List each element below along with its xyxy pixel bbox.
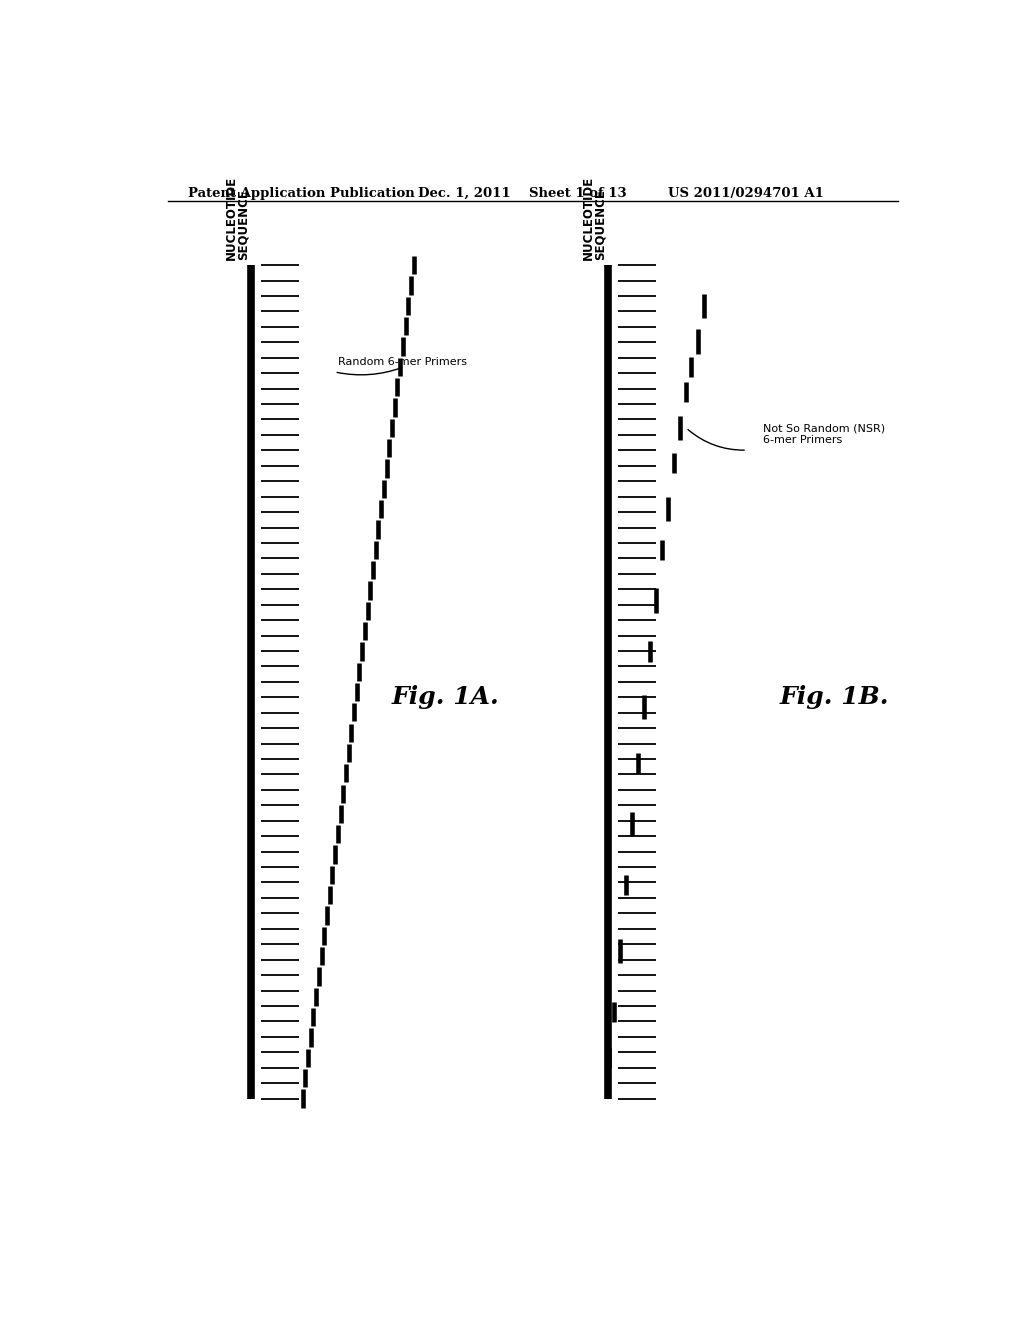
Text: Random 6-mer Primers: Random 6-mer Primers [338, 356, 467, 367]
Text: Fig. 1A.: Fig. 1A. [391, 685, 500, 709]
Text: US 2011/0294701 A1: US 2011/0294701 A1 [668, 187, 823, 199]
Text: Sheet 1 of 13: Sheet 1 of 13 [528, 187, 627, 199]
Text: SEQUENCE: SEQUENCE [594, 189, 606, 260]
Text: Patent Application Publication: Patent Application Publication [187, 187, 415, 199]
Text: Dec. 1, 2011: Dec. 1, 2011 [418, 187, 510, 199]
Text: NUCLEOTIDE: NUCLEOTIDE [582, 176, 595, 260]
Text: NUCLEOTIDE: NUCLEOTIDE [224, 176, 238, 260]
Text: SEQUENCE: SEQUENCE [237, 189, 250, 260]
Text: Fig. 1B.: Fig. 1B. [779, 685, 889, 709]
Text: Not So Random (NSR)
6-mer Primers: Not So Random (NSR) 6-mer Primers [763, 424, 885, 445]
